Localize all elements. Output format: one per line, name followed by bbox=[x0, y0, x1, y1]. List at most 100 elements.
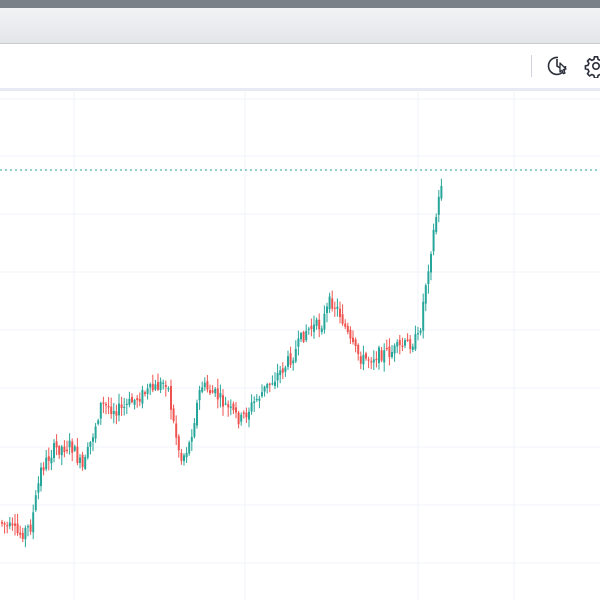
candle-body bbox=[144, 392, 146, 395]
candle-body bbox=[279, 370, 282, 376]
candle-body bbox=[99, 402, 102, 419]
candle-body bbox=[16, 523, 19, 534]
candle-body bbox=[253, 401, 256, 404]
candle-body bbox=[388, 346, 391, 358]
candle-body bbox=[287, 356, 289, 367]
candle-body bbox=[242, 412, 245, 414]
candle-body bbox=[81, 454, 84, 468]
candle-body bbox=[237, 412, 240, 425]
candle-body bbox=[112, 411, 115, 415]
candle-body bbox=[3, 523, 6, 525]
candle-body bbox=[167, 388, 170, 390]
candle-body bbox=[120, 404, 123, 409]
candle-body bbox=[240, 414, 243, 422]
candle-body bbox=[8, 522, 11, 527]
candle-body bbox=[417, 333, 419, 335]
candle-body bbox=[136, 398, 139, 401]
candlestick-chart[interactable] bbox=[0, 91, 600, 600]
candle-body bbox=[328, 296, 331, 310]
candle-body bbox=[71, 441, 74, 453]
candle-body bbox=[432, 229, 435, 252]
settings-button[interactable] bbox=[582, 52, 600, 80]
candle-body bbox=[138, 398, 141, 402]
quick-replay-button[interactable] bbox=[543, 52, 571, 80]
candle-body bbox=[365, 353, 367, 359]
candle-body bbox=[404, 340, 406, 346]
candle-body bbox=[175, 423, 178, 438]
candle-body bbox=[284, 367, 287, 372]
candle-body bbox=[380, 350, 383, 361]
candle-body bbox=[209, 390, 211, 394]
candle-body bbox=[193, 423, 196, 437]
candle-body bbox=[409, 339, 412, 349]
candle-body bbox=[393, 345, 396, 354]
candle-body bbox=[107, 406, 110, 408]
candle-body bbox=[435, 217, 438, 233]
candle-body bbox=[53, 443, 55, 459]
candle-body bbox=[196, 402, 198, 426]
candle-body bbox=[440, 185, 443, 199]
candle-body bbox=[216, 388, 219, 400]
candle-body bbox=[352, 337, 354, 342]
candle-body bbox=[346, 325, 349, 332]
candle-body bbox=[258, 398, 261, 401]
candle-body bbox=[6, 525, 9, 527]
candle-body bbox=[45, 457, 48, 469]
candle-body bbox=[76, 446, 79, 463]
candle-body bbox=[271, 383, 274, 385]
candle-body bbox=[154, 384, 157, 390]
candle-body bbox=[123, 406, 126, 409]
candle-body bbox=[383, 350, 386, 363]
candle-body bbox=[406, 339, 409, 341]
price-chart-pane[interactable] bbox=[0, 91, 600, 600]
candle-body bbox=[162, 382, 165, 384]
candle-body bbox=[42, 467, 45, 471]
candle-body bbox=[102, 402, 105, 404]
candle-body bbox=[414, 334, 417, 350]
candle-body bbox=[14, 523, 16, 526]
candle-body bbox=[172, 408, 175, 421]
candle-body bbox=[427, 271, 430, 285]
candle-body bbox=[21, 532, 24, 539]
candles-series bbox=[1, 178, 443, 548]
candle-body bbox=[396, 342, 399, 347]
candle-body bbox=[274, 381, 276, 387]
candle-body bbox=[232, 403, 235, 411]
candle-body bbox=[84, 456, 87, 469]
candle-body bbox=[276, 372, 279, 381]
candle-body bbox=[118, 403, 120, 416]
candle-body bbox=[115, 411, 118, 416]
candle-body bbox=[79, 457, 81, 463]
candle-body bbox=[190, 436, 193, 442]
candle-body bbox=[89, 442, 92, 447]
candle-body bbox=[40, 467, 42, 487]
candle-body bbox=[362, 354, 365, 365]
candle-body bbox=[245, 412, 248, 418]
candle-body bbox=[359, 356, 362, 364]
browser-window-frame bbox=[0, 0, 600, 8]
candle-body bbox=[310, 325, 313, 330]
candle-body bbox=[354, 339, 357, 347]
candle-body bbox=[437, 196, 440, 215]
candle-body bbox=[323, 313, 326, 330]
candle-body bbox=[224, 403, 227, 405]
candle-body bbox=[151, 383, 154, 391]
candle-body bbox=[266, 384, 269, 389]
candle-body bbox=[203, 382, 206, 388]
candle-body bbox=[97, 420, 100, 424]
toolbar-divider bbox=[531, 55, 532, 77]
candle-body bbox=[63, 446, 66, 453]
candle-body bbox=[229, 406, 232, 408]
candle-body bbox=[19, 532, 22, 535]
candle-body bbox=[315, 319, 318, 326]
candle-body bbox=[170, 385, 172, 410]
candle-body bbox=[29, 524, 32, 532]
candle-body bbox=[86, 446, 89, 458]
candle-body bbox=[235, 407, 237, 413]
candle-body bbox=[11, 523, 14, 526]
candle-body bbox=[318, 319, 321, 330]
candle-body bbox=[105, 404, 107, 406]
candle-body bbox=[222, 395, 224, 407]
candle-body bbox=[331, 298, 334, 309]
candle-body bbox=[92, 437, 94, 442]
